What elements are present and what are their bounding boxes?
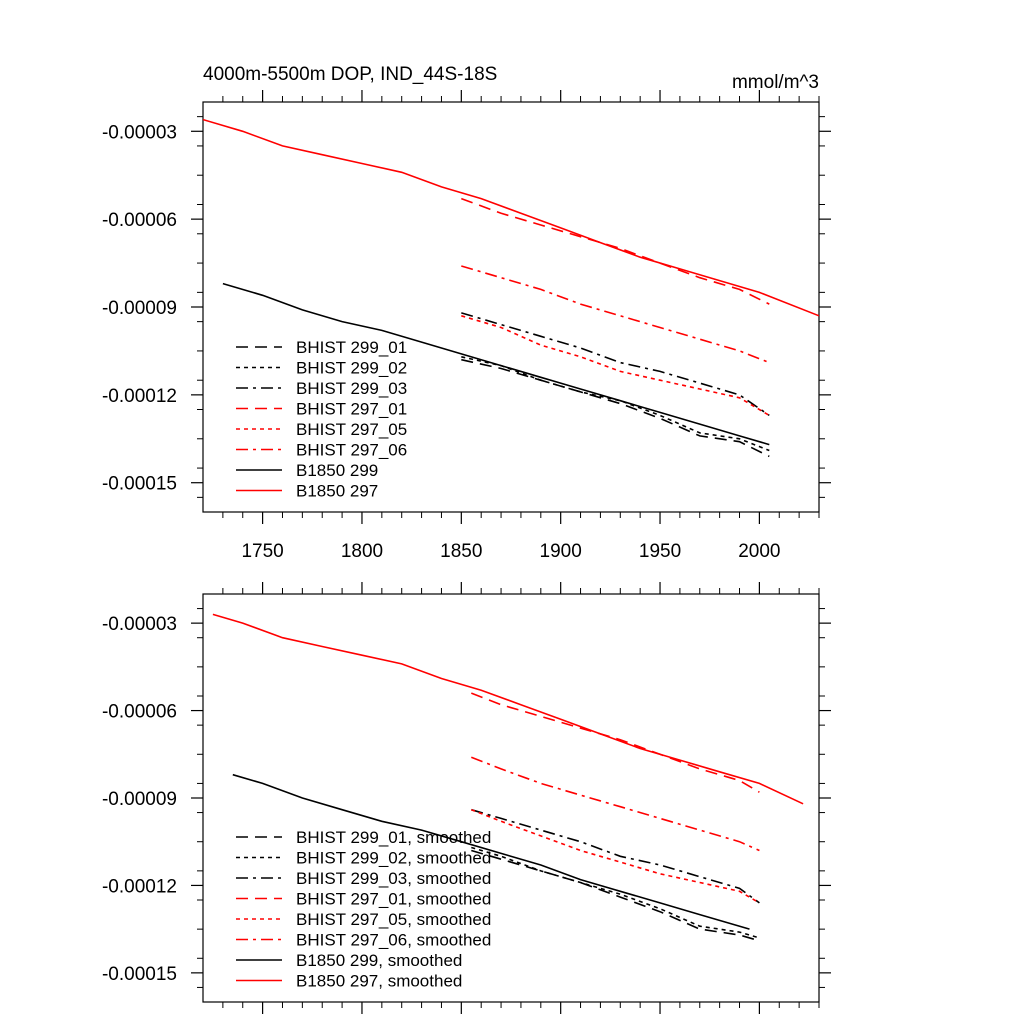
y-tick-label: -0.00006	[102, 210, 177, 231]
y-tick-label: -0.00012	[102, 876, 177, 897]
panel-title: 4000m-5500m DOP, IND_44S-18S	[203, 64, 497, 85]
x-tick-label: 1750	[241, 541, 283, 562]
legend-label: BHIST 299_03, smoothed	[296, 869, 491, 888]
legend-label: BHIST 299_01, smoothed	[296, 828, 491, 847]
series-line-bhist-297-05	[461, 315, 770, 417]
legend-label: BHIST 299_03	[296, 379, 407, 398]
y-tick-label: -0.00003	[102, 614, 177, 635]
series-line-bhist-299-03	[461, 312, 770, 417]
y-tick-label: -0.00012	[102, 386, 177, 407]
series-line-b1850-299	[222, 282, 770, 446]
x-tick-label: 1800	[341, 541, 383, 562]
legend-label: BHIST 299_02	[296, 359, 407, 378]
y-tick-label: -0.00006	[102, 702, 177, 723]
x-tick-label: 2000	[738, 541, 780, 562]
x-tick-label: 1850	[440, 541, 482, 562]
plot-area	[212, 613, 804, 942]
series-line-bhist-297-01-smoothed	[471, 692, 760, 793]
top-panel: -0.00003 -0.00006 -0.00009 -0.00012 -0.00015…	[102, 64, 831, 562]
legend-label: BHIST 297_05, smoothed	[296, 910, 491, 929]
legend-label: B1850 297, smoothed	[296, 972, 462, 991]
series-line-b1850-299-smoothed	[232, 773, 750, 930]
legend-label: B1850 297	[296, 482, 378, 501]
series-line-bhist-299-01-smoothed	[471, 849, 760, 942]
y-tick-label: -0.00015	[102, 474, 177, 495]
legend-label: BHIST 297_06, smoothed	[296, 931, 491, 950]
legend-label: BHIST 297_01	[296, 400, 407, 419]
plot-area	[203, 118, 819, 458]
legend-label: B1850 299, smoothed	[296, 951, 462, 970]
series-line-bhist-299-01	[461, 358, 770, 458]
series-line-b1850-297	[203, 118, 819, 317]
series-line-bhist-297-01	[461, 197, 770, 305]
legend-label: BHIST 297_06	[296, 441, 407, 460]
legend-label: BHIST 297_05	[296, 420, 407, 439]
y-tick-label: -0.00009	[102, 298, 177, 319]
y-tick-label: -0.00015	[102, 964, 177, 985]
series-line-b1850-297-smoothed	[212, 613, 804, 805]
series-line-bhist-297-06	[461, 265, 770, 364]
units-label: mmol/m^3	[732, 72, 819, 93]
x-tick-label: 1900	[540, 541, 582, 562]
series-line-bhist-297-06-smoothed	[471, 756, 760, 852]
legend-label: BHIST 297_01, smoothed	[296, 890, 491, 909]
x-tick-label: 1950	[639, 541, 681, 562]
bottom-panel: -0.00003 -0.00006 -0.00009 -0.00012 -0.00015…	[102, 582, 831, 1014]
y-tick-label: -0.00003	[102, 122, 177, 143]
y-tick-label: -0.00009	[102, 789, 177, 810]
legend-label: B1850 299	[296, 461, 378, 480]
legend-label: BHIST 299_02, smoothed	[296, 849, 491, 868]
series-line-bhist-297-05-smoothed	[471, 808, 760, 904]
series-line-bhist-299-03-smoothed	[471, 808, 760, 904]
legend-label: BHIST 299_01	[296, 338, 407, 357]
